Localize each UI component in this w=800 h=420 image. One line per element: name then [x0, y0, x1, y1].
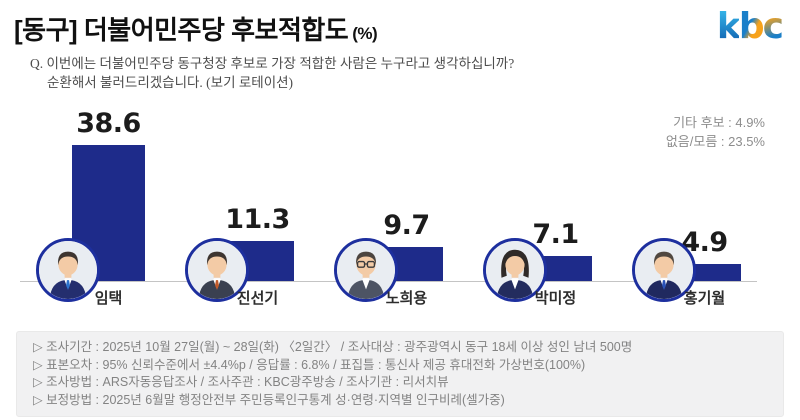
other-candidates-note: 기타 후보 : 4.9% — [673, 115, 765, 130]
survey-question-line1: Q. 이번에는 더불어민주당 동구청장 후보로 가장 적합한 사람은 누구라고 … — [30, 56, 515, 71]
page-title-text: [동구] 더불어민주당 후보적합도 — [14, 15, 349, 45]
kbc-logo-letter-c: c — [762, 6, 784, 47]
page-title-unit: (%) — [352, 24, 378, 43]
survey-question-line2: 순환해서 불러드리겠습니다. (보기 로테이션) — [47, 75, 294, 90]
candidate-name: 노희용 — [385, 290, 428, 307]
candidate-name: 박미정 — [534, 290, 577, 307]
methodology-line-method: ▷ 조사방법 : ARS자동응답조사 / 조사주관 : KBC광주방송 / 조사… — [33, 375, 449, 389]
methodology-box: ▷ 조사기간 : 2025년 10월 27일(월) ~ 28일(화) 〈2일간〉… — [16, 331, 784, 417]
candidate-name: 임택 — [94, 290, 123, 307]
candidate-name: 진선기 — [236, 290, 279, 307]
candidate-photo — [632, 238, 696, 302]
candidate-photo — [36, 238, 100, 302]
methodology-line-period: ▷ 조사기간 : 2025년 10월 27일(월) ~ 28일(화) 〈2일간〉… — [33, 340, 633, 354]
bar-value-label: 7.1 — [532, 219, 579, 250]
candidate-photo — [334, 238, 398, 302]
none-dontknow-note: 없음/모름 : 23.5% — [665, 134, 765, 149]
candidate-photo — [185, 238, 249, 302]
bar-value-label: 38.6 — [76, 108, 141, 139]
other-responses-note: 기타 후보 : 4.9% 없음/모름 : 23.5% — [666, 113, 765, 151]
methodology-line-error: ▷ 표본오차 : 95% 신뢰수준에서 ±4.4%p / 응답률 : 6.8% … — [33, 357, 586, 372]
page-title: [동구] 더불어민주당 후보적합도 (%) — [14, 10, 378, 47]
kbc-logo-letter-k: k — [716, 6, 741, 47]
candidate-photo — [483, 238, 547, 302]
kbc-logo-letter-b: b — [738, 6, 765, 47]
bar-value-label: 11.3 — [225, 204, 290, 235]
survey-question: Q. 이번에는 더불어민주당 동구청장 후보로 가장 적합한 사람은 누구라고 … — [30, 54, 514, 92]
methodology-line-weighting: ▷ 보정방법 : 2025년 6월말 행정안전부 주민등록인구통계 성·연령·지… — [33, 392, 505, 407]
bar-value-label: 9.7 — [383, 210, 430, 241]
candidate-name: 홍기월 — [683, 290, 726, 307]
kbc-logo: kbc — [716, 6, 784, 47]
